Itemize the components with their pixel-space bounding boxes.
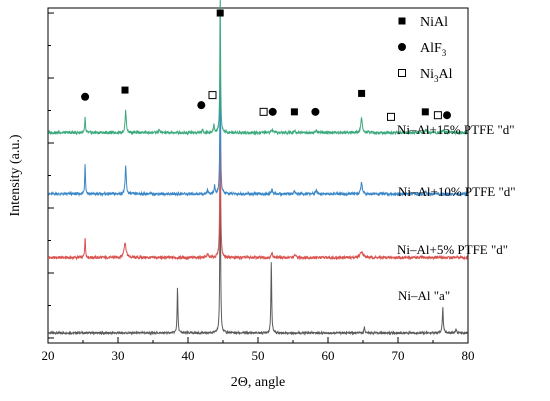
phase-marker-filled-square-11 (421, 108, 429, 116)
axes: 20 30 40 50 60 70 80 2Θ, angle Intensity (a.u.) (8, 12, 475, 390)
phase-marker-open-square-10 (387, 112, 395, 121)
series-label-3: Ni–Al+15% PTFE "d" (397, 122, 515, 137)
phase-marker-filled-circle-1 (81, 92, 90, 101)
y-axis-title: Intensity (a.u.) (8, 134, 23, 216)
phase-marker-open-square-4 (208, 91, 217, 100)
series-line-3 (47, 0, 468, 136)
legend-label-1: AlF3 (420, 41, 447, 58)
phase-marker-filled-square-7 (290, 108, 298, 116)
x-tick-label-1: 30 (112, 348, 125, 363)
series-line-2 (48, 52, 469, 198)
series-line-0 (47, 154, 468, 336)
series-layer (47, 0, 469, 336)
x-tick-label-5: 70 (392, 348, 405, 363)
phase-marker-filled-square-9 (358, 89, 366, 97)
x-tick-label-6: 80 (462, 348, 475, 363)
legend-label-0: NiAl (420, 15, 448, 30)
series-line-1 (47, 103, 468, 261)
series-label-0: Ni–Al "a" (398, 288, 450, 303)
x-tick-label-4: 60 (322, 348, 335, 363)
x-axis-title: 2Θ, angle (231, 375, 285, 390)
series-label-2: Ni–Al+10% PTFE "d" (398, 184, 516, 199)
x-tick-label-3: 50 (252, 348, 265, 363)
phase-marker-layer (81, 9, 451, 121)
phase-marker-open-square-12 (433, 111, 442, 120)
phase-marker-filled-square-2 (121, 86, 129, 94)
legend-label-sub-2: 3 (434, 74, 439, 84)
x-tick-label-2: 40 (182, 348, 195, 363)
legend-label-suffix-2: Al (439, 67, 453, 82)
legend-label-main-0: NiAl (420, 15, 448, 30)
series-label-1: Ni–Al+5% PTFE "d" (397, 242, 508, 257)
legend-marker-1 (398, 43, 406, 51)
legend-label-main-1: AlF (420, 41, 442, 56)
phase-marker-filled-square-0 (216, 9, 224, 17)
phase-marker-filled-circle-13 (443, 111, 451, 120)
legend-label-sub-1: 3 (442, 48, 447, 58)
series-label-layer: Ni–Al "a" Ni–Al+5% PTFE "d" Ni–Al+10% PTFE… (397, 122, 516, 303)
phase-marker-filled-circle-6 (268, 107, 277, 116)
x-tick-label-0: 20 (42, 348, 55, 363)
legend-marker-0 (398, 17, 406, 25)
legend-marker-2 (398, 69, 406, 77)
phase-marker-open-square-5 (259, 107, 268, 116)
legend-label-main-2: Ni (420, 67, 434, 82)
phase-marker-filled-circle-8 (311, 107, 320, 116)
legend-label-2: Ni3Al (420, 67, 453, 84)
phase-marker-filled-circle-3 (197, 101, 206, 110)
